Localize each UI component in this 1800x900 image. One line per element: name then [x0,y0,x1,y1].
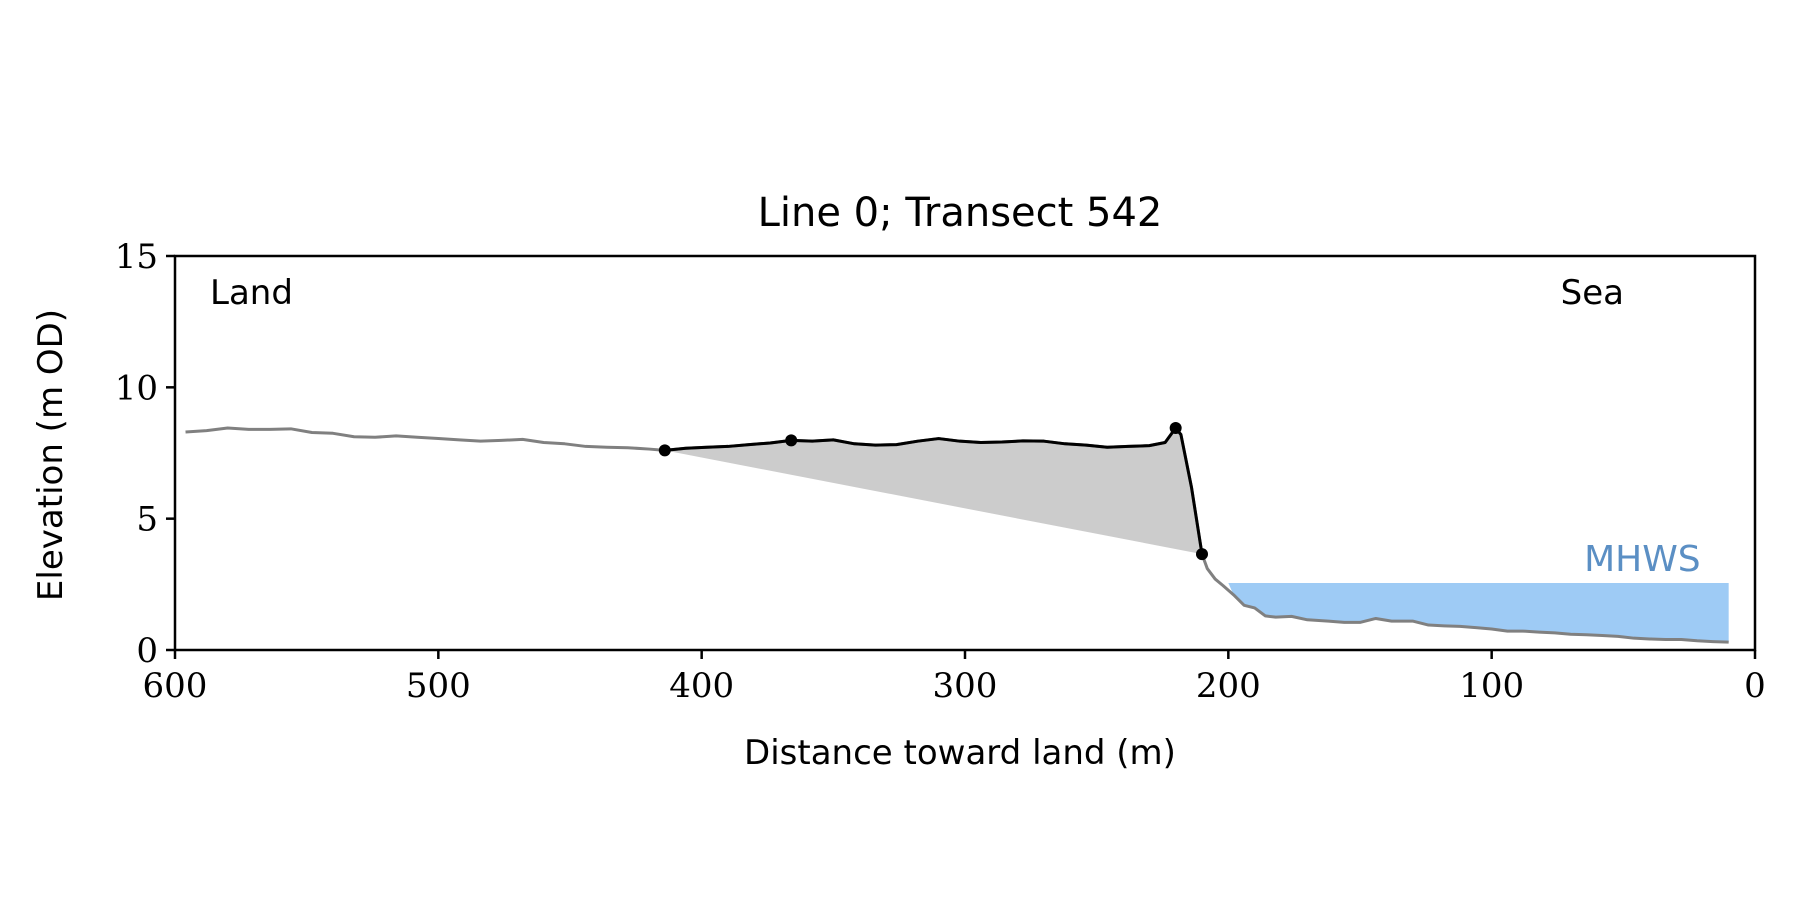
data-point [1196,548,1208,561]
x-tick-label: 100 [1459,666,1524,706]
y-tick-label: 15 [115,237,158,277]
x-tick-label: 300 [933,666,998,706]
x-tick-label: 400 [669,666,734,706]
mhws-label: MHWS [1584,539,1701,580]
y-tick-label: 0 [136,631,158,671]
chart-title: Line 0; Transect 542 [758,190,1163,236]
x-tick-label: 600 [143,666,208,706]
data-point [658,444,671,457]
shaded-area [664,428,1202,555]
x-tick-label: 200 [1196,666,1261,706]
highlight-segment [664,426,1204,555]
y-tick-label: 5 [136,500,158,540]
y-tick-label: 10 [115,368,158,408]
land-label: Land [210,273,293,313]
mhws-band [1228,583,1729,643]
y-axis-label: Elevation (m OD) [31,309,71,601]
x-tick-label: 0 [1744,666,1766,706]
x-tick-label: 500 [406,666,471,706]
data-point [1169,422,1182,435]
sea-label: Sea [1561,273,1624,313]
x-axis-label: Distance toward land (m) [744,733,1176,773]
data-point [785,434,798,447]
plot-area: MHWS 600 500 400 300 200 100 0 0 5 10 15 [115,237,1766,706]
